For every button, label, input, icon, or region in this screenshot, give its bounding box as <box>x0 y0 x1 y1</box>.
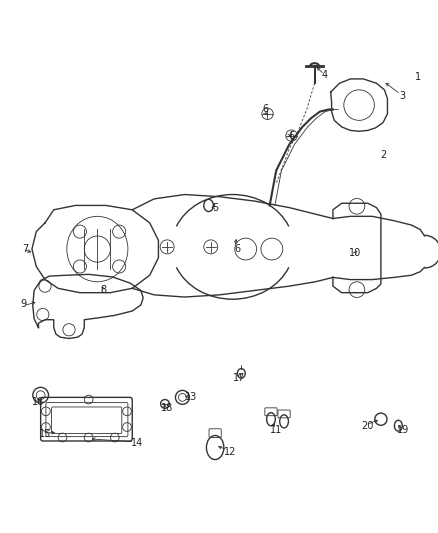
Text: 19: 19 <box>396 425 408 435</box>
Text: 10: 10 <box>348 248 360 259</box>
Text: 9: 9 <box>20 298 26 309</box>
Text: 2: 2 <box>379 150 385 160</box>
Text: 20: 20 <box>361 421 373 431</box>
Text: 6: 6 <box>288 131 294 141</box>
Text: 3: 3 <box>399 91 405 101</box>
Text: 1: 1 <box>414 72 420 82</box>
Text: 17: 17 <box>233 373 245 383</box>
Text: 11: 11 <box>269 425 282 435</box>
Text: 5: 5 <box>212 203 218 213</box>
Text: 18: 18 <box>161 403 173 413</box>
Text: 15: 15 <box>39 430 51 439</box>
Text: 7: 7 <box>22 244 28 254</box>
Text: 12: 12 <box>224 447 236 457</box>
Text: 8: 8 <box>101 286 107 295</box>
Text: 16: 16 <box>32 397 45 407</box>
Text: 4: 4 <box>321 70 326 79</box>
Text: 13: 13 <box>184 392 197 402</box>
Text: 6: 6 <box>261 104 268 115</box>
Text: 14: 14 <box>130 438 142 448</box>
Text: 6: 6 <box>233 244 240 254</box>
